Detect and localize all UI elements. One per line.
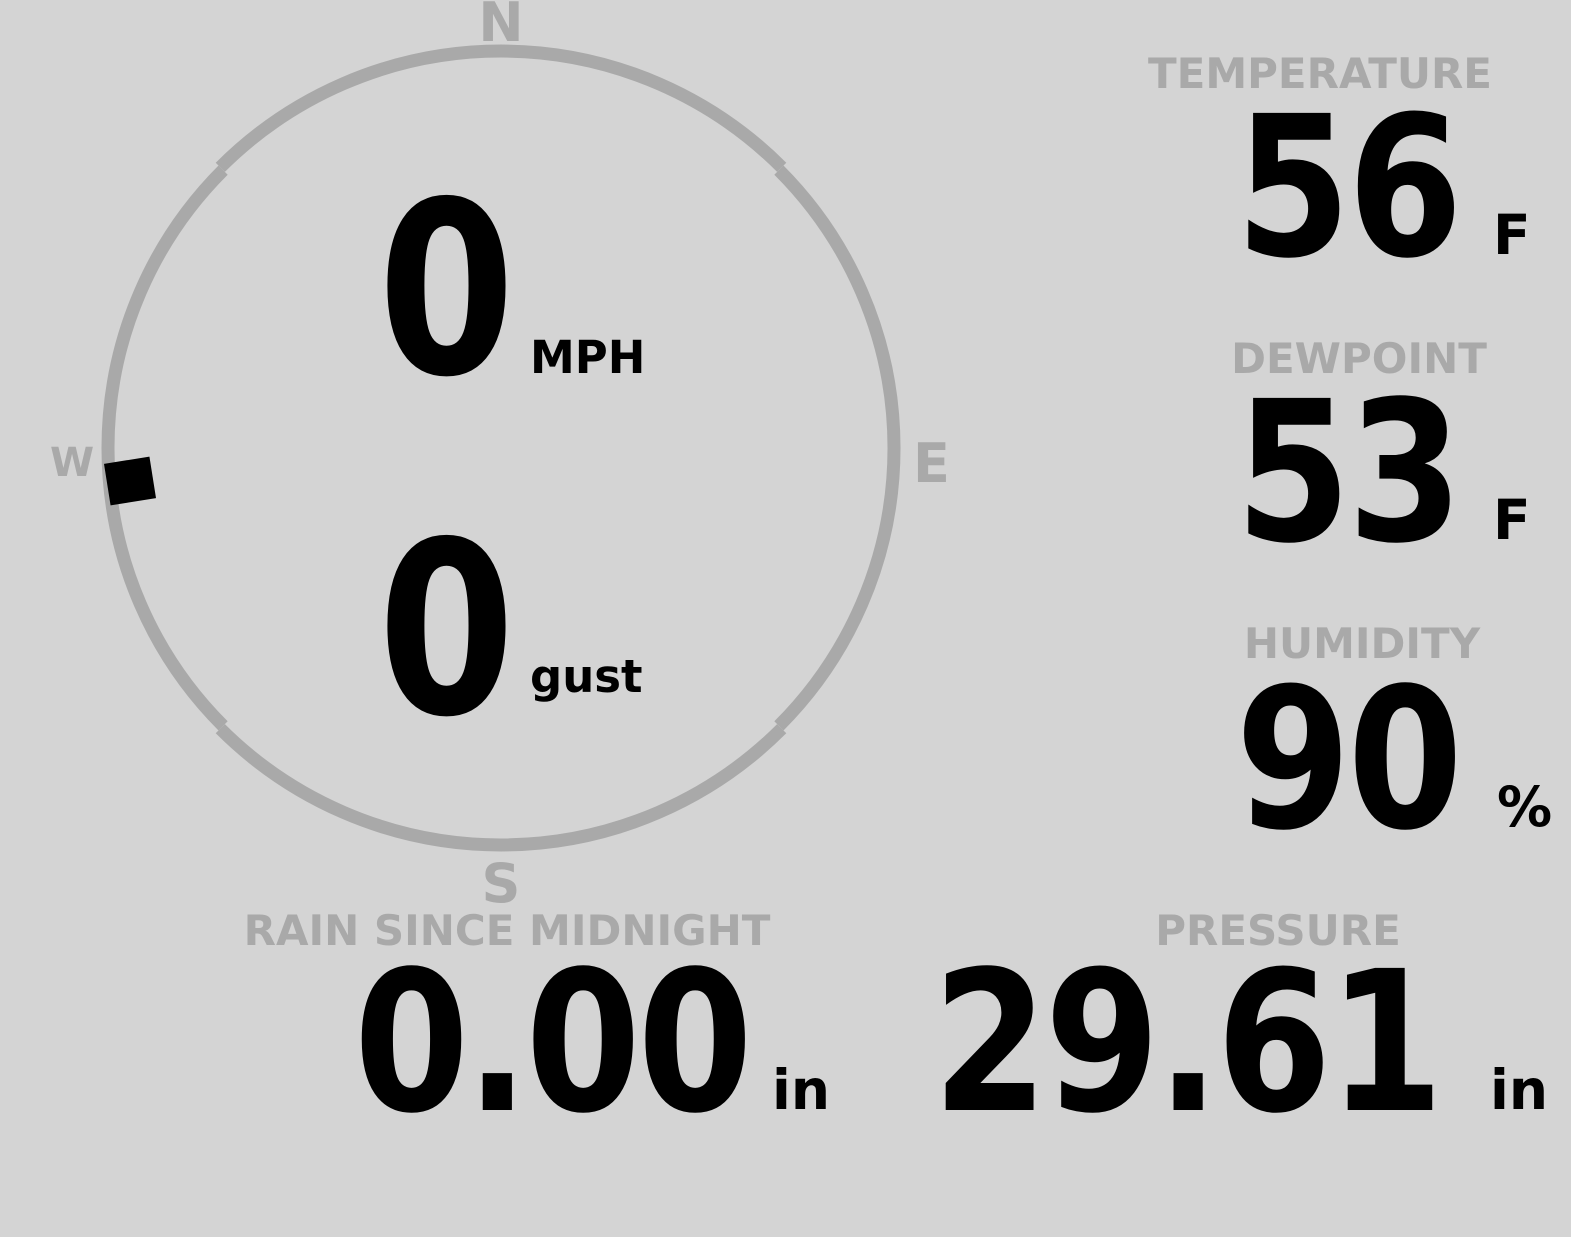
rain-value: 0.00 bbox=[354, 929, 753, 1156]
dewpoint-unit: F bbox=[1493, 488, 1531, 552]
temperature-label: TEMPERATURE bbox=[1148, 49, 1492, 98]
temperature-value: 56 bbox=[1235, 74, 1463, 301]
wind-speed-value: 0 bbox=[378, 150, 515, 430]
dewpoint-label: DEWPOINT bbox=[1231, 334, 1487, 383]
wind-compass-ring bbox=[101, 44, 901, 852]
pressure-value: 29.61 bbox=[932, 929, 1443, 1156]
rain-label: RAIN SINCE MIDNIGHT bbox=[243, 906, 771, 955]
wind-direction-marker bbox=[103, 456, 157, 506]
humidity-unit: % bbox=[1497, 775, 1553, 839]
compass-ring-arcs bbox=[101, 44, 901, 852]
temperature-unit: F bbox=[1493, 203, 1531, 267]
wind-gust-value: 0 bbox=[378, 490, 515, 770]
humidity-value: 90 bbox=[1235, 646, 1463, 873]
compass-north-label: N bbox=[478, 0, 524, 54]
rain-unit: in bbox=[772, 1058, 831, 1122]
wind-speed-unit: MPH bbox=[530, 331, 646, 384]
compass-south-label: S bbox=[481, 852, 521, 915]
humidity-label: HUMIDITY bbox=[1243, 619, 1481, 668]
pressure-label: PRESSURE bbox=[1155, 906, 1401, 955]
compass-east-label: E bbox=[913, 432, 950, 495]
pressure-unit: in bbox=[1490, 1058, 1549, 1122]
compass-west-label: W bbox=[50, 440, 95, 486]
wind-gust-unit: gust bbox=[530, 650, 643, 703]
dewpoint-value: 53 bbox=[1235, 359, 1463, 586]
